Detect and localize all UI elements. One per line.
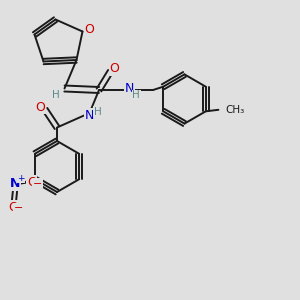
Text: +: + bbox=[17, 174, 25, 183]
Text: O: O bbox=[27, 176, 37, 189]
Text: O: O bbox=[84, 22, 94, 36]
Text: N: N bbox=[10, 177, 21, 190]
Text: H: H bbox=[94, 107, 101, 117]
Text: N: N bbox=[84, 109, 94, 122]
Text: H: H bbox=[132, 90, 140, 100]
Text: N: N bbox=[125, 82, 134, 95]
Text: −: − bbox=[33, 179, 42, 189]
Text: O: O bbox=[8, 201, 18, 214]
Text: O: O bbox=[36, 100, 45, 114]
Text: O: O bbox=[110, 62, 119, 75]
Text: CH₃: CH₃ bbox=[225, 105, 244, 115]
Text: H: H bbox=[52, 90, 60, 100]
Text: −: − bbox=[14, 203, 23, 213]
